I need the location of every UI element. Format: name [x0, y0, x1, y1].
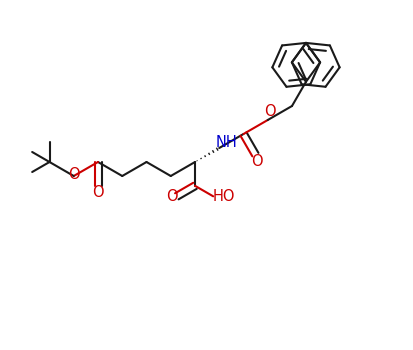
Text: O: O: [263, 105, 275, 119]
Text: O: O: [166, 189, 177, 204]
Text: O: O: [251, 154, 263, 169]
Text: HO: HO: [212, 189, 235, 204]
Text: O: O: [68, 168, 79, 182]
Text: NH: NH: [215, 135, 237, 150]
Text: O: O: [92, 185, 104, 200]
